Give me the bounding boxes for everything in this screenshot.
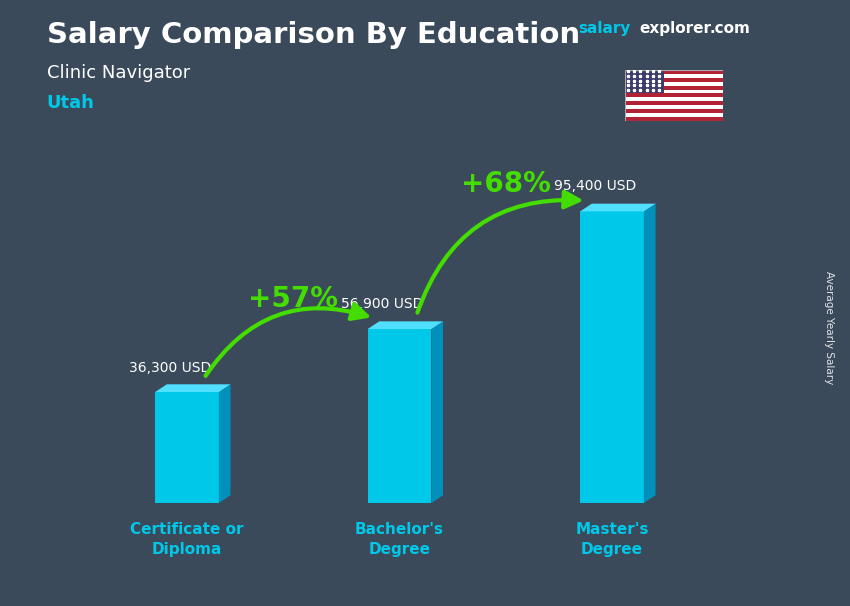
Bar bbox=[625, 105, 722, 109]
Text: +68%: +68% bbox=[461, 170, 551, 198]
Bar bbox=[156, 392, 219, 503]
Bar bbox=[625, 78, 722, 82]
Bar bbox=[625, 101, 722, 105]
Bar bbox=[625, 74, 722, 78]
FancyArrowPatch shape bbox=[206, 304, 367, 376]
Text: Salary Comparison By Education: Salary Comparison By Education bbox=[47, 21, 580, 49]
Polygon shape bbox=[368, 321, 443, 329]
FancyArrowPatch shape bbox=[417, 191, 579, 313]
Bar bbox=[625, 85, 722, 90]
Bar bbox=[625, 70, 722, 74]
Bar bbox=[625, 82, 722, 85]
Text: explorer: explorer bbox=[639, 21, 711, 36]
Text: salary: salary bbox=[578, 21, 631, 36]
Bar bbox=[625, 109, 722, 113]
Bar bbox=[581, 211, 644, 503]
Text: Average Yearly Salary: Average Yearly Salary bbox=[824, 271, 834, 384]
Polygon shape bbox=[431, 321, 443, 503]
Text: 95,400 USD: 95,400 USD bbox=[554, 179, 636, 193]
Bar bbox=[625, 93, 722, 98]
Text: Utah: Utah bbox=[47, 94, 94, 112]
Polygon shape bbox=[219, 384, 230, 503]
Text: 36,300 USD: 36,300 USD bbox=[129, 361, 211, 375]
Bar bbox=[368, 329, 432, 503]
Bar bbox=[625, 70, 664, 93]
Text: 56,900 USD: 56,900 USD bbox=[342, 297, 423, 311]
Polygon shape bbox=[581, 204, 655, 211]
Text: Clinic Navigator: Clinic Navigator bbox=[47, 64, 190, 82]
Bar bbox=[625, 90, 722, 93]
Bar bbox=[625, 113, 722, 117]
Polygon shape bbox=[644, 204, 655, 503]
Text: .com: .com bbox=[710, 21, 751, 36]
Bar bbox=[625, 98, 722, 101]
Bar bbox=[625, 117, 722, 121]
Polygon shape bbox=[156, 384, 230, 392]
Text: +57%: +57% bbox=[248, 285, 338, 313]
